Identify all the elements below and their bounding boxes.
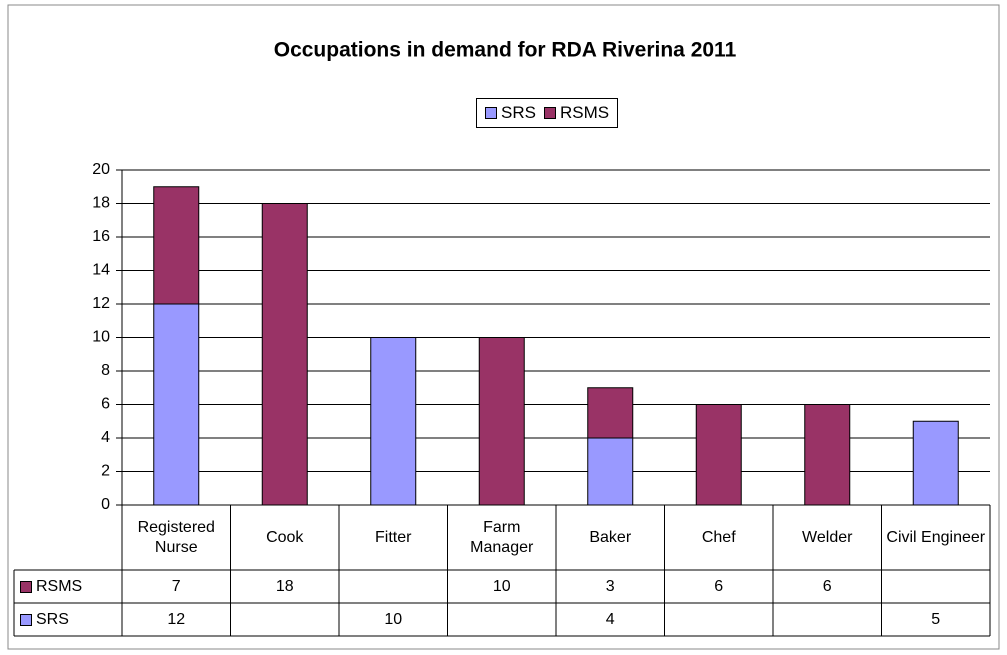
y-tick-label: 6 [101,396,110,413]
bar [478,337,525,506]
bar [912,420,959,506]
category-label: Baker [589,528,632,546]
legend-swatch [543,107,556,119]
table-series-name: SRS [36,610,69,628]
bar [153,186,200,305]
legend-swatch [20,613,32,626]
y-tick-label: 18 [92,195,110,212]
table-value: 10 [492,577,511,595]
y-tick-label: 0 [101,496,110,513]
table-value: 5 [931,610,941,628]
bar [153,303,200,506]
legend-swatch [20,580,32,593]
y-tick-label: 16 [92,228,110,245]
table-value: 6 [714,577,724,595]
legend-label: RSMS [559,103,610,122]
table-value: 7 [171,577,181,595]
legend-label: SRS [501,103,536,122]
y-tick-label: 4 [101,429,110,446]
y-tick-label: 14 [92,262,110,279]
bar [261,203,308,506]
legend: SRS RSMS [476,98,619,128]
bar [370,337,417,506]
table-value: 10 [384,610,403,628]
y-tick-label: 8 [101,362,110,379]
bar [587,437,634,506]
category-label: Registered Nurse [137,518,215,556]
category-label: Farm Manager [470,518,534,556]
category-label: Cook [266,528,304,546]
table-value: 18 [275,577,294,595]
table-series-name: RSMS [36,577,83,595]
table-series-label: SRS [14,603,122,636]
table-value: 6 [822,577,832,595]
y-tick-label: 12 [92,295,110,312]
bar [695,404,742,506]
bar [804,404,851,506]
category-label: Chef [701,528,736,546]
category-label: Welder [802,528,853,546]
y-tick-label: 2 [101,463,110,480]
table-value: 12 [167,610,186,628]
y-tick-label: 20 [92,161,110,178]
y-tick-label: 10 [92,329,110,346]
chart-title: Occupations in demand for RDA Riverina 2… [274,39,737,62]
table-value: 4 [605,610,615,628]
legend-swatch [485,107,497,119]
category-label: Fitter [375,528,412,546]
category-label: Civil Engineer [886,528,986,546]
table-value: 3 [605,577,615,595]
bar [587,387,634,439]
table-series-label: RSMS [14,570,122,603]
